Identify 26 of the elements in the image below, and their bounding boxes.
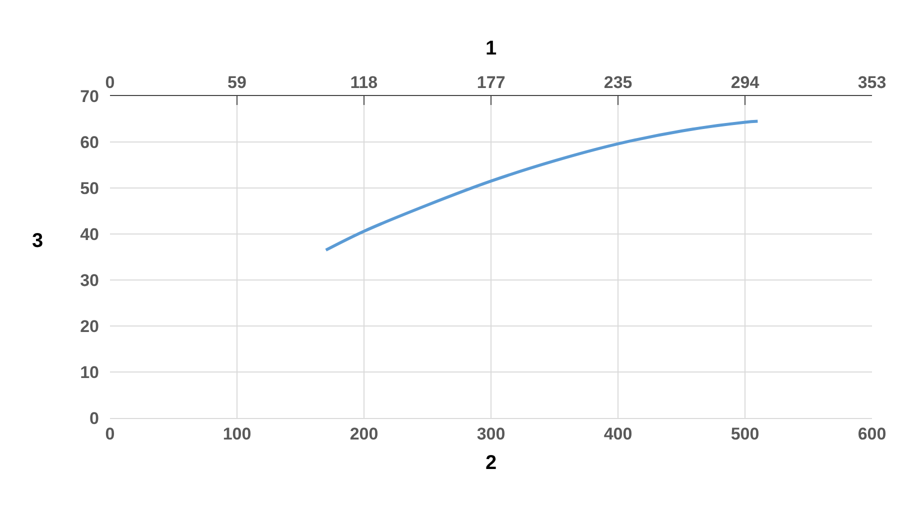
x2-tick-label: 235 <box>604 73 632 92</box>
x2-tick-label: 59 <box>228 73 246 92</box>
x-tick-label: 400 <box>604 424 632 444</box>
y-tick-label: 60 <box>80 132 99 152</box>
y-tick-label: 20 <box>80 316 99 336</box>
line-series <box>324 120 760 252</box>
y-tick-label: 10 <box>80 362 99 382</box>
y-axis-title: 3 <box>32 230 44 252</box>
x-tick-label: 100 <box>222 424 252 444</box>
y-tick-label: 40 <box>80 224 99 244</box>
y-tick-label: 0 <box>90 408 99 428</box>
x2-tick-label: 294 <box>730 73 760 92</box>
x2-tick-label: 0 <box>105 73 115 92</box>
x-tick-label: 600 <box>858 424 886 444</box>
x-tick-label: 200 <box>350 424 378 444</box>
x-tick-label: 300 <box>476 424 506 444</box>
x2-tick-label: 177 <box>476 73 506 92</box>
x-axis-title: 2 <box>485 452 497 474</box>
x-tick-label: 0 <box>105 424 115 444</box>
x2-axis-title: 1 <box>485 38 497 60</box>
x2-tick-label: 353 <box>858 73 886 92</box>
x2-tick-label: 118 <box>350 73 378 92</box>
x-tick-label: 500 <box>730 424 760 444</box>
y-tick-label: 30 <box>80 270 99 290</box>
y-tick-label: 50 <box>80 178 99 198</box>
y-tick-label: 70 <box>80 86 99 106</box>
